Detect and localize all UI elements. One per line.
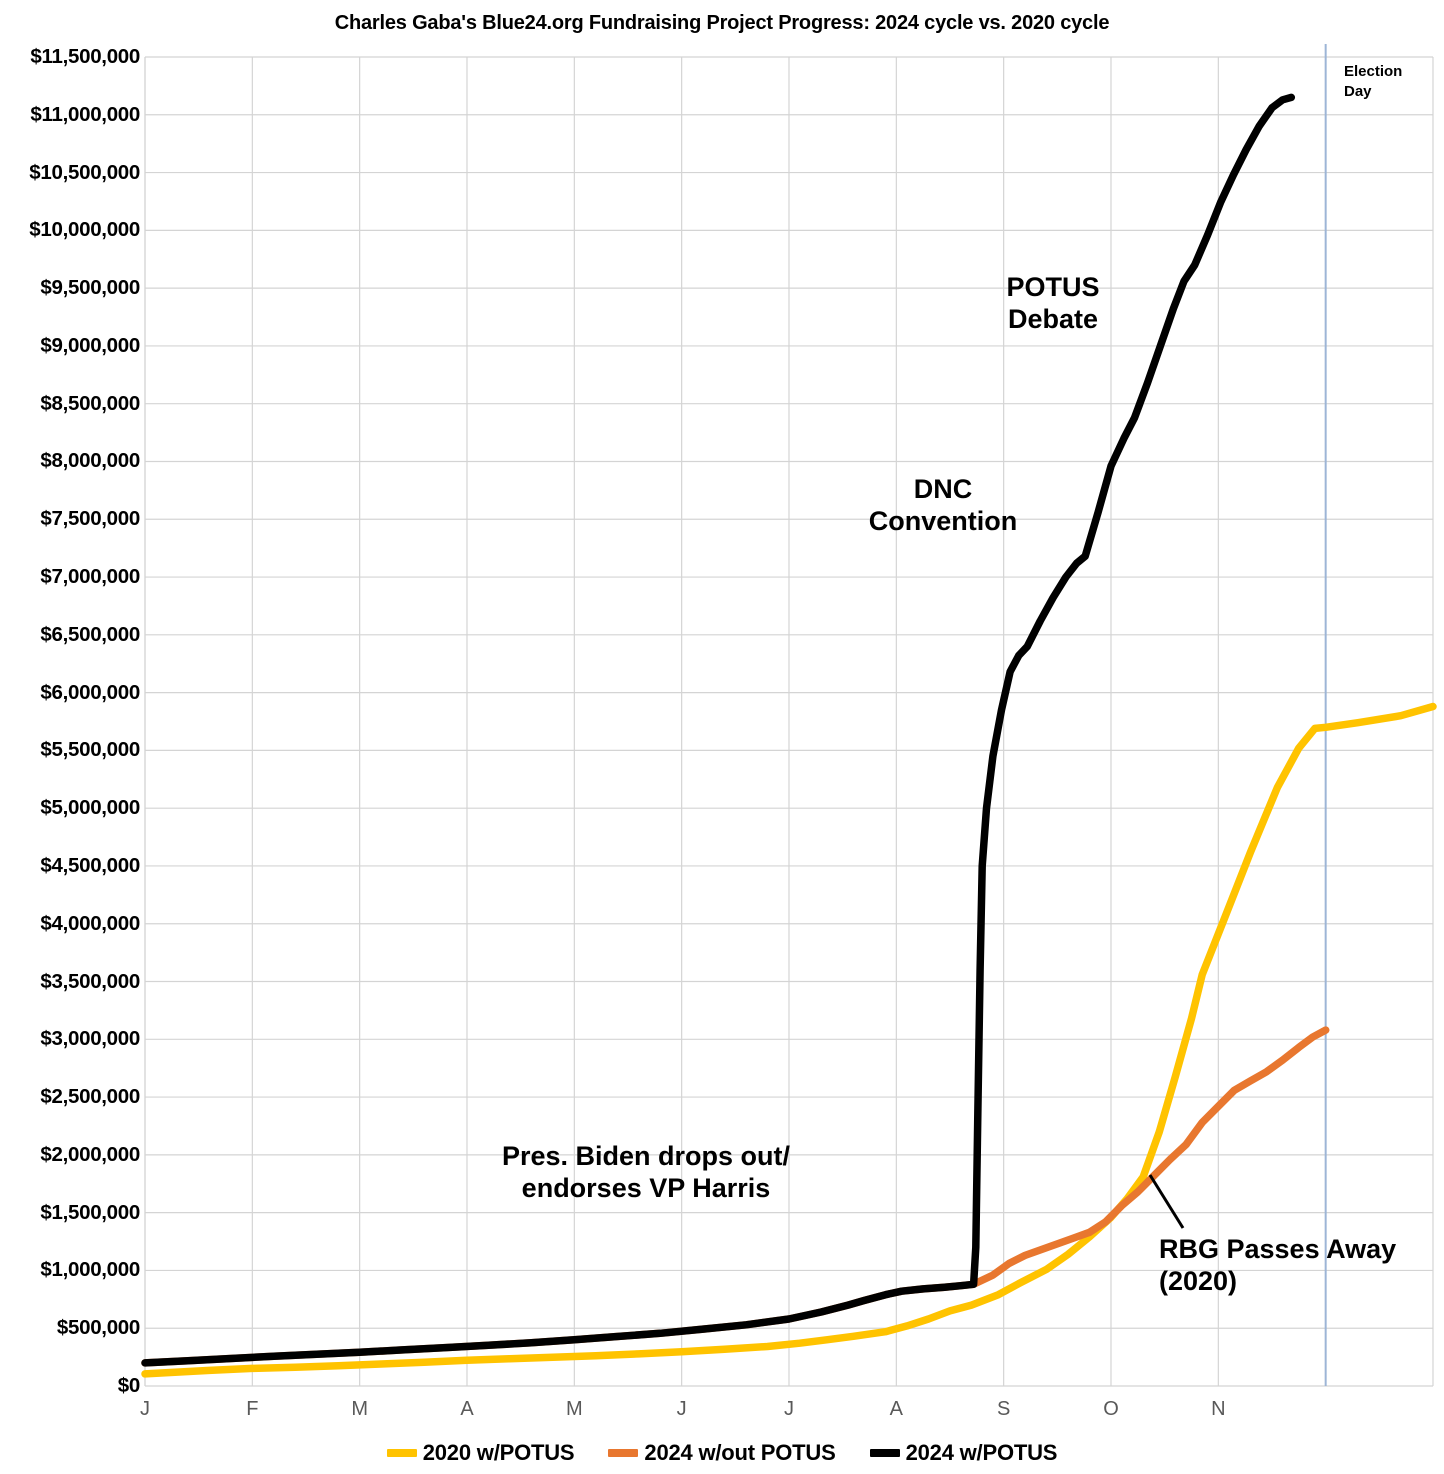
series-line-2 (141, 93, 1296, 1367)
x-axis-tick-label: F (246, 1398, 259, 1420)
y-axis-tick-label: $1,000,000 (40, 1258, 140, 1282)
y-axis-tick-label: $10,500,000 (29, 160, 140, 184)
annotation-dnc-convention: DNC Convention (868, 474, 1018, 536)
y-axis-tick-label: $7,000,000 (40, 565, 140, 589)
legend-swatch-icon (608, 1449, 639, 1457)
y-axis-tick-label: $4,500,000 (40, 853, 140, 877)
annotation-rbg-passes-away: RBG Passes Away (2020) (1159, 1234, 1397, 1296)
series-line-0 (141, 702, 1437, 1378)
y-axis-tick-labels: $11,500,000 $11,000,000 $10,500,000 $10,000… (0, 0, 140, 1474)
chart-title: Charles Gaba's Blue24.org Fundraising Pr… (334, 12, 1110, 34)
legend-swatch-icon (869, 1449, 900, 1457)
x-axis-tick-label: A (889, 1398, 903, 1420)
y-axis-tick-label: $9,000,000 (40, 333, 140, 357)
legend-label: 2024 w/out POTUS (644, 1440, 836, 1465)
annotation-biden-drops-out: Pres. Biden drops out/ endorses VP Harri… (501, 1141, 791, 1203)
x-axis-tick-label: J (784, 1398, 794, 1420)
y-axis-tick-label: $10,000,000 (29, 218, 140, 242)
y-axis-tick-label: $3,500,000 (40, 969, 140, 993)
y-axis-tick-label: $11,000,000 (30, 102, 140, 126)
x-axis-tick-label: J (676, 1398, 687, 1420)
legend-item[interactable]: 2024 w/POTUS (869, 1440, 1058, 1466)
x-axis-tick-label: O (1103, 1398, 1119, 1420)
y-axis-tick-label: $1,500,000 (40, 1200, 140, 1224)
y-axis-tick-label: $3,000,000 (40, 1027, 140, 1051)
y-axis-tick-label: $6,000,000 (40, 680, 140, 704)
y-axis-tick-label: $500,000 (56, 1316, 140, 1340)
y-axis-tick-label: $8,000,000 (40, 449, 140, 473)
x-axis-tick-label: J (140, 1398, 150, 1420)
y-axis-tick-label: $7,500,000 (40, 507, 140, 531)
y-axis-tick-label: $0 (117, 1374, 141, 1397)
annotation-potus-debate: POTUS Debate (1006, 272, 1100, 334)
gridlines (144, 56, 1434, 1387)
y-axis-tick-label: $8,500,000 (40, 391, 140, 415)
y-axis-tick-label: $4,000,000 (40, 911, 140, 935)
x-axis-tick-label: N (1211, 1398, 1226, 1420)
legend-item[interactable]: 2020 w/POTUS (386, 1440, 575, 1466)
y-axis-tick-label: $9,500,000 (40, 276, 140, 300)
x-axis-tick-label: A (460, 1398, 474, 1420)
legend-label: 2024 w/POTUS (905, 1440, 1058, 1465)
legend-swatch-icon (386, 1449, 417, 1457)
x-axis-tick-label: S (996, 1398, 1011, 1420)
legend-item[interactable]: 2024 w/out POTUS (608, 1440, 836, 1466)
y-axis-tick-label: $6,500,000 (40, 622, 140, 646)
x-axis-tick-label: M (565, 1398, 583, 1420)
x-axis-tick-label: M (351, 1398, 368, 1420)
y-axis-tick-label: $5,500,000 (40, 738, 140, 762)
y-axis-tick-label: $2,000,000 (40, 1142, 140, 1166)
annotation-leader-line-rbg (1148, 1174, 1185, 1229)
annotation-election-day: Election Day (1344, 63, 1403, 100)
chart-legend: 2020 w/POTUS 2024 w/out POTUS 2024 w/POTUS (0, 1440, 1444, 1466)
y-axis-tick-label: $5,000,000 (40, 796, 140, 820)
legend-label: 2020 w/POTUS (422, 1440, 575, 1465)
y-axis-tick-label: $2,500,000 (40, 1085, 140, 1109)
y-axis-tick-label: $11,500,000 (30, 45, 140, 68)
